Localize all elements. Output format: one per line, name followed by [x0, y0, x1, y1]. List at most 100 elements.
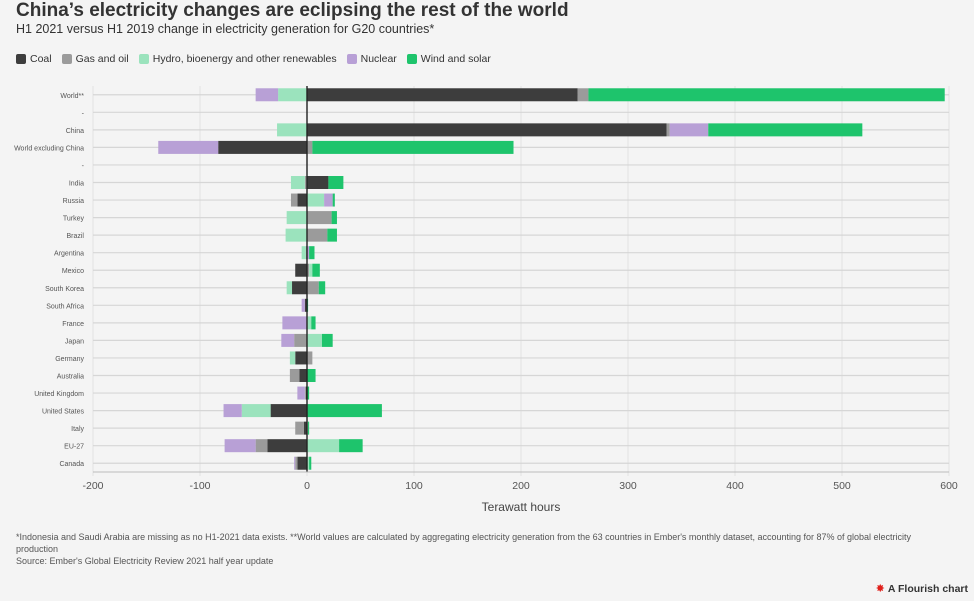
bar-segment-hydro-bioenergy-and-other-renewables [307, 439, 340, 453]
bar-segment-wind-and-solar [327, 228, 337, 242]
chart-subtitle: H1 2021 versus H1 2019 change in electri… [16, 22, 435, 36]
bar-segment-nuclear [324, 193, 333, 207]
bar-segment-gas-and-oil [307, 140, 313, 154]
bar-segment-hydro-bioenergy-and-other-renewables [307, 316, 312, 330]
category-label: France [62, 321, 84, 328]
x-tick-label: -100 [189, 480, 210, 492]
bar-segment-wind-and-solar [308, 421, 310, 435]
bar-segment-wind-and-solar [312, 140, 514, 154]
x-tick-label: 100 [405, 480, 423, 492]
x-tick-label: 500 [833, 480, 851, 492]
bar-segment-wind-and-solar [312, 263, 320, 277]
category-label: World excluding China [14, 145, 84, 152]
bar-segment-coal [267, 439, 307, 453]
bar-segment-gas-and-oil [304, 386, 306, 400]
category-label: EU-27 [64, 444, 84, 451]
bar-segment-nuclear [255, 88, 279, 102]
legend-label: Coal [30, 53, 52, 65]
legend-item-wind-solar[interactable]: Wind and solar [406, 53, 491, 65]
bar-segment-wind-and-solar [318, 281, 326, 295]
bar-segment-coal [303, 421, 307, 435]
bar-segment-gas-and-oil [255, 439, 268, 453]
bar-segment-nuclear [307, 246, 310, 260]
bar-segment-gas-and-oil [307, 351, 313, 365]
legend-item-hydro[interactable]: Hydro, bioenergy and other renewables [138, 53, 337, 65]
legend-item-nuclear[interactable]: Nuclear [346, 53, 397, 65]
bar-segment-hydro-bioenergy-and-other-renewables [290, 176, 305, 189]
bar-segment-hydro-bioenergy-and-other-renewables [307, 193, 325, 207]
bar-segment-coal [307, 176, 329, 189]
category-label: Brazil [66, 233, 84, 240]
category-label: Mexico [62, 268, 84, 275]
bar-segment-hydro-bioenergy-and-other-renewables [309, 263, 313, 277]
legend-item-gas-oil[interactable]: Gas and oil [61, 53, 129, 65]
x-tick-label: 300 [619, 480, 637, 492]
bar-segment-coal [299, 369, 307, 382]
bar-segment-hydro-bioenergy-and-other-renewables [278, 88, 307, 102]
bar-segment-coal [270, 404, 307, 418]
category-label: Canada [59, 461, 84, 468]
bar-segment-gas-and-oil [307, 228, 328, 242]
bar-segment-wind-and-solar [339, 439, 363, 453]
bar-segment-coal [218, 140, 307, 154]
bar-segment-nuclear [224, 439, 256, 453]
bar-segment-hydro-bioenergy-and-other-renewables [301, 246, 306, 260]
bar-segment-coal [292, 281, 307, 295]
bar-segment-wind-and-solar [309, 246, 315, 260]
category-label: United Kingdom [34, 391, 84, 398]
bar-segment-hydro-bioenergy-and-other-renewables [307, 456, 310, 470]
category-label: Italy [71, 426, 84, 433]
bar-segment-wind-and-solar [328, 176, 344, 189]
legend-label: Gas and oil [75, 53, 129, 65]
bar-segment-coal [295, 351, 307, 365]
source-note: Source: Ember's Global Electricity Revie… [16, 556, 274, 566]
bar-segment-wind-and-solar [307, 369, 316, 382]
x-tick-label: 400 [726, 480, 744, 492]
bar-segment-gas-and-oil [295, 421, 304, 435]
bar-segment-gas-and-oil [307, 263, 310, 277]
bar-segment-wind-and-solar [307, 404, 382, 418]
bar-segment-hydro-bioenergy-and-other-renewables [277, 123, 307, 137]
bar-segment-hydro-bioenergy-and-other-renewables [307, 333, 322, 347]
bar-segment-nuclear [301, 298, 305, 312]
bar-segment-gas-and-oil [666, 123, 670, 137]
x-tick-label: -200 [82, 480, 103, 492]
category-label: Russia [63, 198, 85, 205]
category-label: South Korea [45, 286, 84, 293]
flourish-logo-icon: ✸ [875, 583, 885, 595]
x-tick-label: 0 [304, 480, 310, 492]
bar-segment-gas-and-oil [289, 369, 300, 382]
footnote: *Indonesia and Saudi Arabia are missing … [16, 532, 912, 554]
x-tick-label: 200 [512, 480, 530, 492]
legend-item-coal[interactable]: Coal [16, 53, 52, 65]
bar-segment-nuclear [158, 140, 219, 154]
category-label: - [82, 163, 85, 170]
bar-segment-gas-and-oil [577, 88, 589, 102]
bar-segment-wind-and-solar [332, 193, 335, 207]
flourish-credit[interactable]: ✸ A Flourish chart [875, 582, 968, 596]
bar-segment-coal [295, 263, 307, 277]
bar-segment-wind-and-solar [331, 211, 337, 225]
bar-segment-nuclear [669, 123, 709, 137]
bar-segment-wind-and-solar [311, 316, 316, 330]
category-label: Germany [55, 356, 84, 363]
bar-segment-nuclear [294, 456, 296, 470]
legend-swatch [138, 54, 149, 64]
category-label: - [82, 110, 85, 117]
category-label: World** [60, 93, 84, 100]
bar-segment-hydro-bioenergy-and-other-renewables [286, 281, 293, 295]
legend-swatch [61, 54, 72, 64]
x-axis-title: Terawatt hours [482, 500, 561, 514]
category-label: United States [42, 409, 85, 416]
bar-segment-wind-and-solar [309, 456, 312, 470]
chart-title: China’s electricity changes are eclipsin… [16, 0, 569, 21]
legend-swatch [346, 54, 357, 64]
x-tick-label: 600 [940, 480, 958, 492]
bar-segment-coal [304, 298, 307, 312]
category-label: Japan [65, 338, 84, 345]
category-label: Argentina [54, 251, 84, 258]
bar-segment-hydro-bioenergy-and-other-renewables [241, 404, 271, 418]
bar-segment-gas-and-oil [304, 176, 307, 189]
bar-segment-wind-and-solar [321, 333, 333, 347]
